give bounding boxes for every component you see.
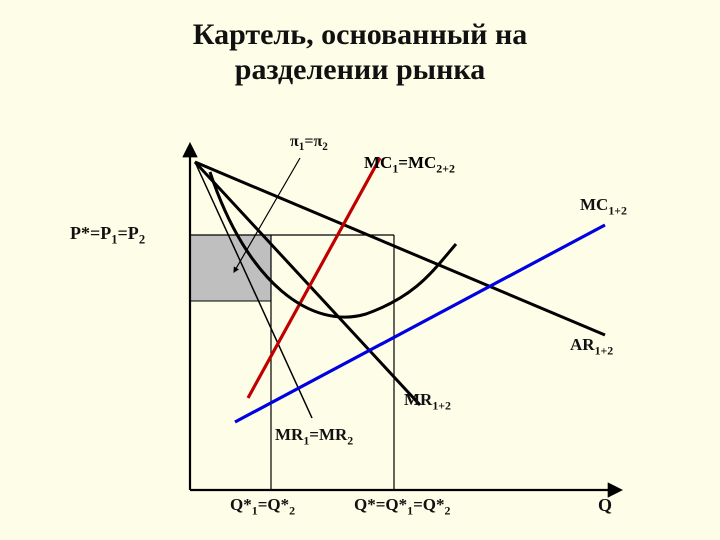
label-q1: Q*1=Q*2 — [230, 495, 295, 518]
label-ar: AR1+2 — [570, 335, 613, 358]
label-pi: π1=π2 — [290, 133, 328, 153]
cartel-diagram — [0, 0, 720, 540]
label-mr: MR1+2 — [404, 390, 451, 413]
label-q2: Q*=Q*1=Q*2 — [354, 495, 450, 518]
label-mr-half: MR1=MR2 — [275, 425, 353, 448]
label-q-axis: Q — [598, 495, 612, 516]
label-pstar: P*=P1=P2 — [70, 223, 145, 248]
label-mc-red: MC1=MC2+2 — [364, 153, 455, 176]
label-mc-blue: MC1+2 — [580, 195, 627, 218]
